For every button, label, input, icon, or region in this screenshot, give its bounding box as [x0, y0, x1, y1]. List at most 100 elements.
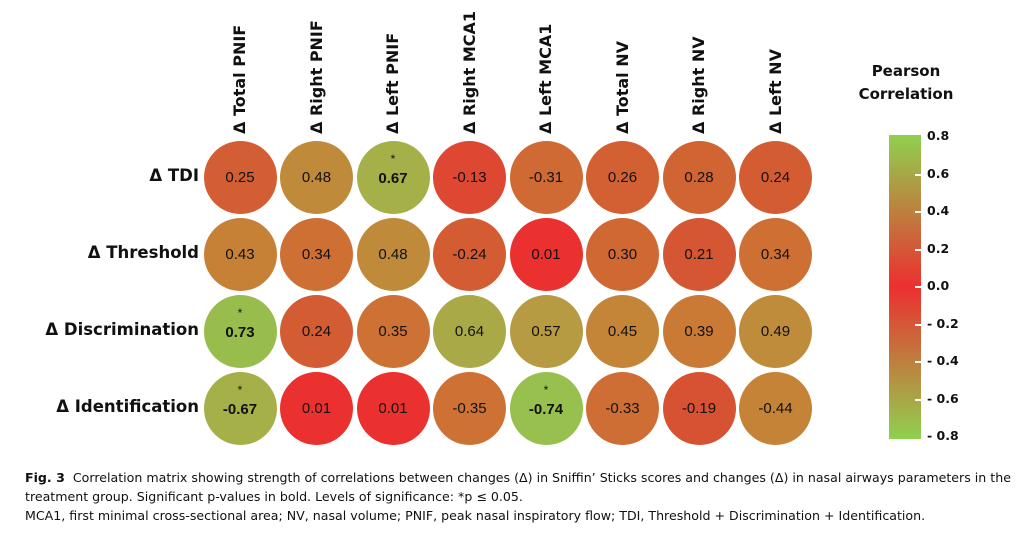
- correlation-value: 0.34: [760, 245, 791, 263]
- correlation-cell: 0.25: [203, 140, 277, 214]
- correlation-value: 0.49: [760, 322, 791, 340]
- correlation-value: -0.74: [528, 400, 564, 418]
- correlation-cell: 0.43: [203, 217, 277, 291]
- correlation-value: 0.24: [760, 168, 791, 186]
- colorbar-tick-mark: [915, 398, 921, 401]
- correlation-cell: 0.48: [280, 140, 353, 214]
- colorbar-tick-mark: [915, 248, 921, 251]
- row-label: Δ Threshold: [87, 243, 199, 262]
- correlation-value: 0.67: [378, 169, 408, 187]
- correlation-value: 0.48: [301, 168, 332, 186]
- correlation-cell: 0.64: [433, 294, 506, 368]
- significance-marker: *: [390, 151, 396, 166]
- correlation-cell: 0.01: [280, 371, 353, 445]
- correlation-cell: -0.33: [586, 371, 659, 445]
- correlation-value: 0.34: [301, 245, 332, 263]
- row-label: Δ TDI: [149, 166, 199, 185]
- correlation-cell: 0.21: [662, 217, 736, 291]
- colorbar-tick-label: 0.0: [927, 278, 950, 293]
- colorbar-tick-label: - 0.2: [927, 315, 959, 331]
- correlation-value: 0.24: [301, 322, 332, 340]
- colorbar-tick-mark: [915, 173, 921, 176]
- correlation-cell: * -0.67: [203, 371, 277, 445]
- correlation-cell: 0.34: [280, 217, 353, 291]
- correlation-cell: 0.49: [739, 294, 812, 368]
- correlation-value: 0.39: [684, 322, 714, 340]
- row-labels: Δ TDI Δ Threshold Δ Discrimination Δ Identi…: [0, 0, 199, 546]
- correlation-value: -0.13: [452, 168, 487, 186]
- correlation-value: -0.24: [452, 245, 487, 263]
- correlation-cell: 0.45: [586, 294, 659, 368]
- correlation-value: -0.35: [452, 399, 487, 417]
- correlation-cell: 0.35: [356, 294, 430, 368]
- colorbar-tick-mark: [915, 286, 921, 288]
- correlation-cell: 0.26: [586, 140, 659, 214]
- correlation-cell: 0.24: [739, 140, 812, 214]
- significance-marker: *: [543, 382, 549, 397]
- correlation-cell: * 0.73: [203, 294, 277, 368]
- column-label-text: Δ Right MCA1: [459, 11, 479, 134]
- correlation-cell: 0.57: [509, 294, 583, 368]
- correlation-cell: 0.48: [356, 217, 430, 291]
- correlation-value: 0.28: [684, 168, 714, 186]
- column-label-text: Δ Right NV: [689, 36, 708, 134]
- correlation-value: 0.26: [607, 168, 638, 186]
- legend-title-line2: Correlation: [858, 85, 954, 103]
- correlation-value: 0.45: [607, 322, 638, 340]
- correlation-value: 0.01: [378, 399, 408, 417]
- column-label-text: Δ Left PNIF: [383, 32, 402, 134]
- colorbar-tick-mark: [915, 211, 921, 213]
- row-label: Δ Identification: [56, 397, 199, 416]
- correlation-cell: * 0.67: [356, 140, 430, 214]
- correlation-value: 0.73: [225, 323, 255, 341]
- correlation-value: -0.31: [528, 168, 564, 186]
- colorbar-tick-label: - 0.4: [927, 353, 959, 368]
- legend-title-line1: Pearson: [871, 62, 941, 80]
- correlation-cell: -0.35: [433, 371, 506, 445]
- correlation-value: -0.44: [758, 399, 793, 417]
- correlation-value: 0.48: [378, 245, 408, 263]
- caption-line-2: MCA1, first minimal cross-sectional area…: [25, 508, 926, 523]
- correlation-cell: -0.44: [739, 371, 812, 445]
- correlation-cell: -0.13: [433, 140, 506, 214]
- correlation-value: 0.35: [378, 322, 408, 340]
- figure-caption: Fig. 3 Correlation matrix showing streng…: [25, 468, 1015, 525]
- correlation-cell: 0.30: [586, 217, 659, 291]
- correlation-value: -0.33: [605, 399, 640, 417]
- caption-line-1: Fig. 3 Correlation matrix showing streng…: [25, 468, 1015, 506]
- correlation-value: 0.43: [225, 245, 255, 263]
- correlation-cell: 0.01: [356, 371, 430, 445]
- colorbar-tick-mark: [915, 323, 921, 326]
- correlation-cell: 0.01: [509, 217, 583, 291]
- column-label-text: Δ Total PNIF: [230, 24, 249, 134]
- colorbar-tick-label: 0.2: [927, 240, 950, 256]
- column-label-text: Δ Right PNIF: [306, 20, 326, 134]
- correlation-cell: 0.34: [739, 217, 812, 291]
- column-label-text: Δ Left NV: [765, 49, 785, 134]
- correlation-value: 0.64: [454, 322, 485, 340]
- correlation-cell: -0.31: [509, 140, 583, 214]
- significance-marker: *: [237, 382, 243, 397]
- column-label-text: Δ Total NV: [612, 40, 632, 134]
- correlation-cell: -0.24: [433, 217, 506, 291]
- colorbar-tick-label: - 0.6: [927, 390, 959, 406]
- colorbar-tick-mark: [915, 361, 921, 363]
- correlation-cell: * -0.74: [509, 371, 583, 445]
- correlation-value: 0.30: [607, 245, 638, 263]
- correlation-value: 0.01: [301, 399, 332, 417]
- column-label-text: Δ Left MCA1: [536, 23, 555, 134]
- significance-marker: *: [237, 305, 243, 320]
- correlation-value: 0.01: [531, 245, 561, 263]
- correlation-cell: 0.39: [662, 294, 736, 368]
- correlation-value: 0.21: [684, 245, 714, 263]
- correlation-cell: 0.24: [280, 294, 353, 368]
- colorbar-tick-label: 0.8: [927, 128, 950, 143]
- row-label: Δ Discrimination: [45, 320, 199, 339]
- correlation-value: 0.57: [531, 322, 561, 340]
- correlation-value: 0.25: [225, 168, 255, 186]
- caption-text-1: Correlation matrix showing strength of c…: [25, 470, 1011, 504]
- colorbar-tick-label: 0.4: [927, 203, 950, 218]
- correlation-cell: -0.19: [662, 371, 736, 445]
- correlation-cell: 0.28: [662, 140, 736, 214]
